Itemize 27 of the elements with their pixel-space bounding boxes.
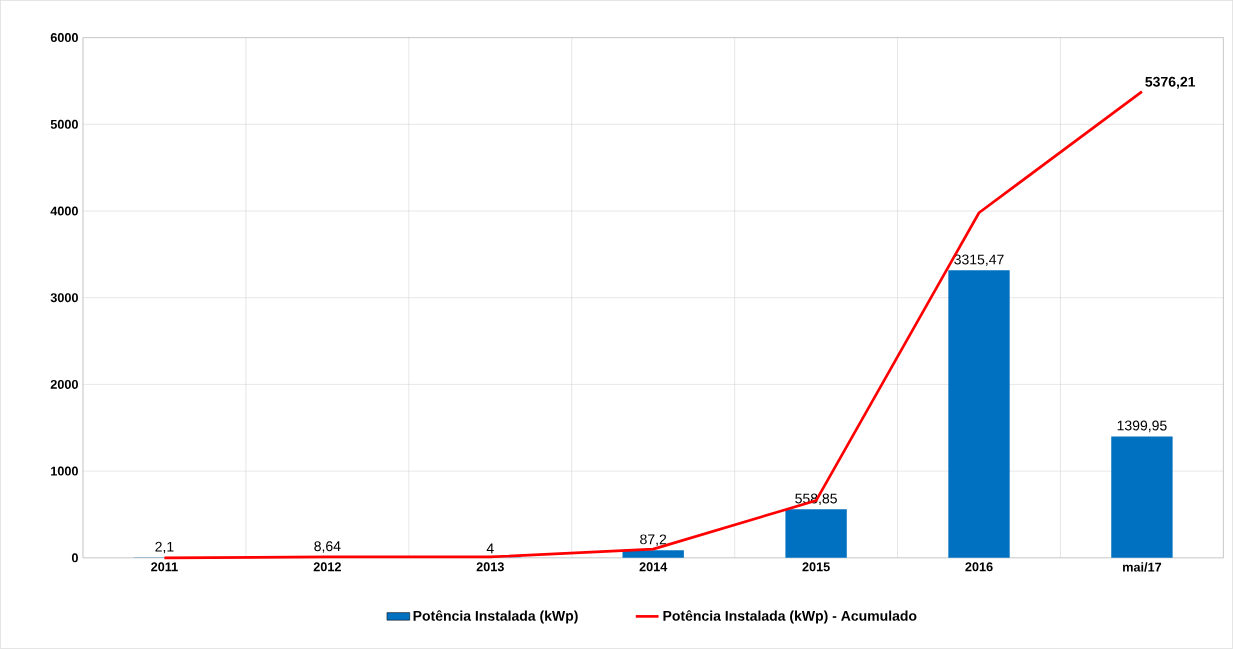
data-label: 8,64 <box>314 541 341 553</box>
data-label: 2,1 <box>155 541 174 554</box>
data-label: 87,2 <box>640 534 667 547</box>
bar <box>1111 436 1173 558</box>
y-tick-label: 4000 <box>50 206 78 216</box>
bar <box>785 509 847 558</box>
y-tick-label: 5000 <box>50 119 78 129</box>
y-tick-label: 3000 <box>50 293 78 303</box>
x-tick-label: mai/17 <box>1123 562 1162 572</box>
x-tick-label: 2011 <box>151 562 178 572</box>
x-tick-label: 2012 <box>313 562 341 572</box>
data-label: 3315,47 <box>954 254 1004 267</box>
x-tick-label: 2014 <box>639 562 668 572</box>
x-tick-label: 2016 <box>965 562 993 572</box>
x-tick-label: 2013 <box>476 562 504 572</box>
data-label: 4 <box>486 543 494 554</box>
y-tick-label: 1000 <box>51 466 78 476</box>
y-tick-label: 6000 <box>50 33 78 43</box>
x-tick-label: 2015 <box>802 562 830 572</box>
y-tick-label: 0 <box>71 553 78 563</box>
legend-label: Potência Instalada (kWp) <box>413 610 578 624</box>
y-tick-label: 2000 <box>50 380 78 389</box>
bar <box>948 270 1010 558</box>
bar <box>622 550 684 558</box>
data-label: 1399,95 <box>1117 420 1167 433</box>
legend-label: Potência Instalada (kWp) - Acumulado <box>663 610 917 624</box>
data-label: 5376,21 <box>1145 76 1196 89</box>
